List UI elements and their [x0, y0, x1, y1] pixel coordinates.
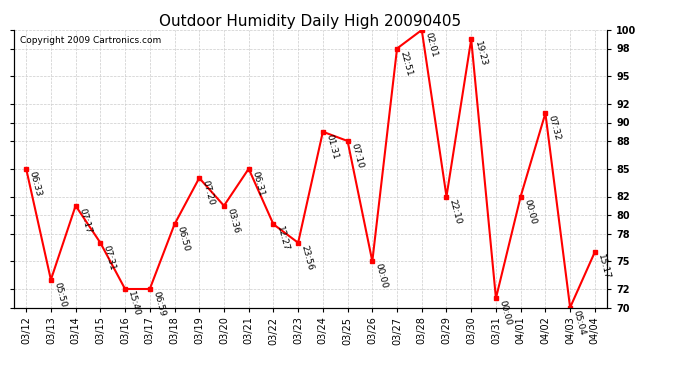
Text: 22:10: 22:10	[448, 198, 463, 225]
Text: 03:36: 03:36	[226, 207, 241, 234]
Text: 15:40: 15:40	[126, 290, 142, 318]
Text: 02:01: 02:01	[423, 32, 439, 58]
Text: 00:00: 00:00	[374, 262, 389, 290]
Text: 19:23: 19:23	[473, 40, 488, 68]
Text: 07:17: 07:17	[77, 207, 92, 234]
Text: 06:50: 06:50	[176, 226, 191, 253]
Text: 06:31: 06:31	[250, 170, 266, 198]
Text: 01:31: 01:31	[324, 133, 339, 160]
Title: Outdoor Humidity Daily High 20090405: Outdoor Humidity Daily High 20090405	[159, 14, 462, 29]
Text: 05:50: 05:50	[52, 281, 68, 309]
Text: 23:56: 23:56	[299, 244, 315, 272]
Text: 15:17: 15:17	[596, 254, 611, 281]
Text: 07:10: 07:10	[349, 142, 364, 170]
Text: 22:51: 22:51	[398, 50, 414, 77]
Text: 07:32: 07:32	[546, 115, 562, 142]
Text: 05:04: 05:04	[571, 309, 587, 336]
Text: 12:27: 12:27	[275, 226, 290, 253]
Text: 07:20: 07:20	[201, 179, 216, 207]
Text: 00:00: 00:00	[522, 198, 538, 225]
Text: 00:00: 00:00	[497, 300, 513, 327]
Text: 07:31: 07:31	[101, 244, 117, 272]
Text: 06:33: 06:33	[28, 170, 43, 198]
Text: 06:59: 06:59	[151, 290, 166, 318]
Text: Copyright 2009 Cartronics.com: Copyright 2009 Cartronics.com	[20, 36, 161, 45]
